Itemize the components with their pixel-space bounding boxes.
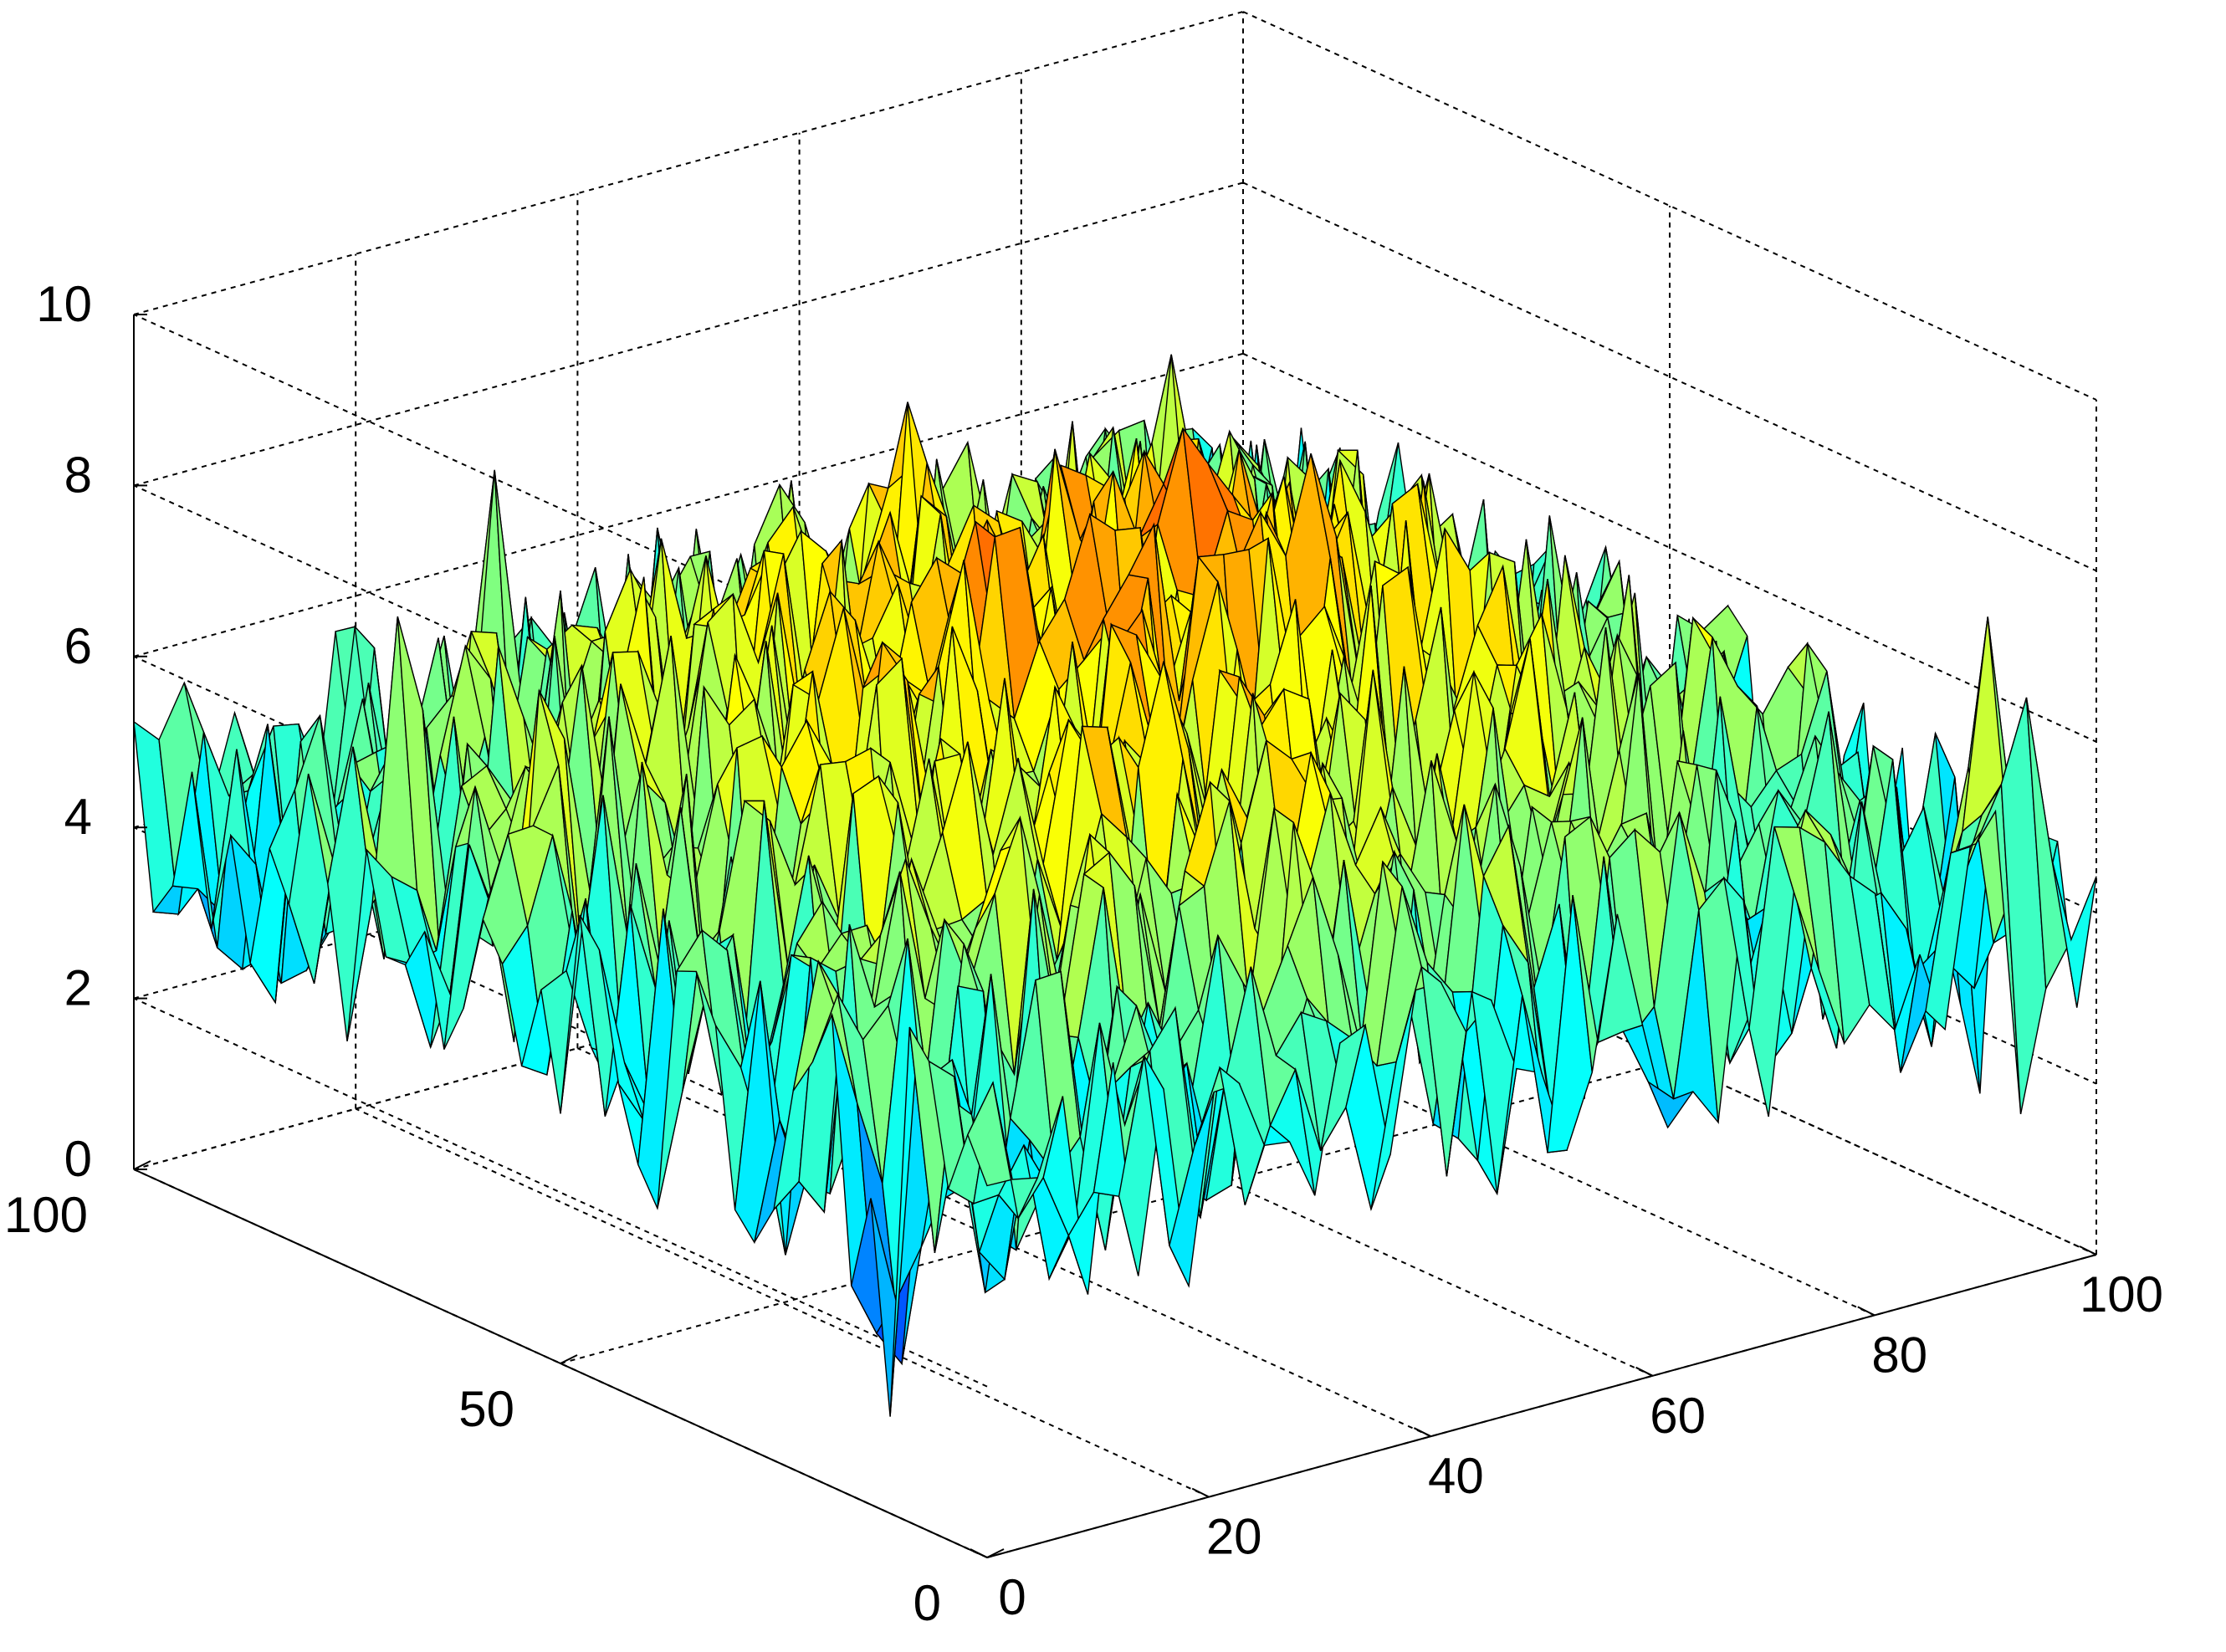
x-tick-label: 80 [1871, 1327, 1927, 1383]
x-tick-label: 100 [2080, 1266, 2163, 1322]
x-tick-label: 0 [998, 1569, 1026, 1625]
y-tick-mark [986, 1548, 1005, 1558]
surface-face [2051, 858, 2097, 1008]
x-tick-mark [1413, 1427, 1431, 1438]
z-tick-label: 6 [64, 618, 92, 674]
y-tick-label: 100 [4, 1187, 88, 1243]
surface-plot [133, 354, 2097, 1417]
z-tick-label: 4 [64, 789, 92, 845]
z-tick-label: 0 [64, 1131, 92, 1187]
x-tick-mark [1635, 1366, 1654, 1377]
z-tick-label: 10 [36, 276, 92, 332]
x-tick-label: 60 [1650, 1388, 1706, 1444]
y-tick-label: 50 [458, 1381, 514, 1437]
x-tick-label: 40 [1428, 1448, 1484, 1504]
x-axis-line [986, 1254, 2097, 1558]
axes [133, 314, 2097, 1558]
back-wall-grid-z [133, 11, 1244, 315]
back-wall-grid-z [133, 352, 1244, 657]
y-tick-mark [133, 1160, 151, 1170]
z-tick-label: 8 [64, 447, 92, 503]
x-tick-mark [1191, 1487, 1210, 1498]
x-tick-mark [2079, 1245, 2097, 1256]
x-tick-label: 20 [1206, 1509, 1262, 1565]
surface-face [2000, 697, 2047, 1114]
y-tick-label: 0 [913, 1575, 941, 1631]
y-tick-mark [560, 1354, 578, 1364]
x-tick-mark [970, 1548, 988, 1558]
back-wall-grid-z [133, 182, 1244, 487]
z-tick-label: 2 [64, 960, 92, 1016]
x-tick-mark [1857, 1306, 1875, 1317]
